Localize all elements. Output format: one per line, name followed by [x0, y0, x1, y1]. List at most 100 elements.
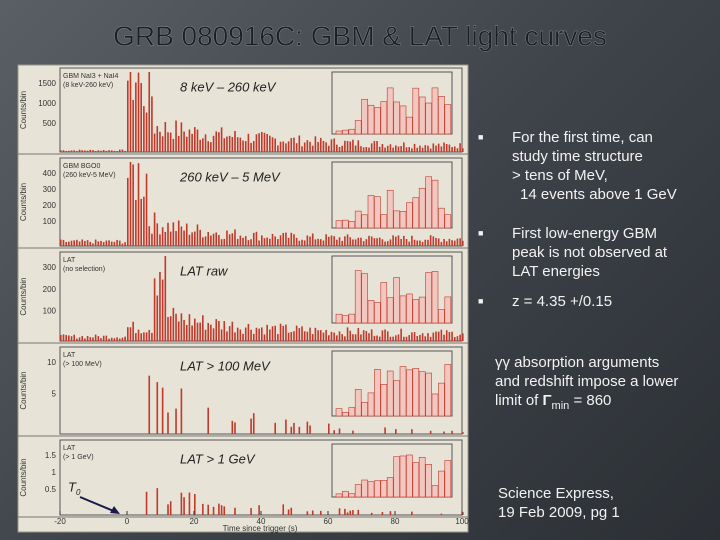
light-curve-bar — [384, 329, 386, 341]
light-curve-bar — [73, 240, 75, 246]
inset-bar — [348, 313, 356, 324]
light-curve-bar — [89, 337, 92, 341]
light-curve-bar — [429, 430, 432, 434]
light-curve-bar — [400, 146, 402, 152]
inset-bar — [386, 297, 394, 324]
light-curve-bar — [346, 512, 349, 515]
light-curve-bar — [322, 332, 325, 341]
light-curve-bar — [135, 82, 137, 152]
light-curve-bar — [202, 315, 204, 341]
y-tick-label: 0.5 — [45, 485, 57, 494]
limit-line: limit of Γmin = 860 — [495, 391, 678, 416]
light-curve-bar — [448, 331, 451, 341]
light-curve-bar — [218, 320, 220, 341]
light-curve-bar — [204, 329, 207, 341]
light-curve-bar — [285, 324, 287, 341]
inset-bar — [386, 189, 394, 229]
light-curve-bar — [108, 240, 110, 246]
inset-bar — [444, 296, 452, 324]
light-curve-bar — [65, 150, 67, 152]
light-curve-bar — [440, 329, 443, 341]
light-curve-bar — [167, 222, 169, 246]
light-curve-bar — [293, 234, 295, 246]
x-tick-label: 60 — [324, 517, 333, 526]
inset-bar — [412, 368, 420, 417]
light-curve-bar — [167, 317, 169, 341]
bullet-text: peak is not observed at — [512, 244, 668, 261]
light-curve-bar — [400, 238, 402, 246]
light-curve-bar — [252, 333, 255, 341]
light-curve-bar — [121, 243, 124, 246]
inset-bar — [438, 207, 445, 229]
light-curve-bar — [218, 132, 220, 152]
light-curve-bar — [453, 337, 456, 341]
light-curve-bar — [202, 237, 204, 246]
light-curve-bar — [389, 336, 392, 341]
light-curve-bar — [207, 141, 209, 152]
light-curve-bar — [175, 408, 177, 434]
light-curve-bar — [317, 238, 319, 246]
light-curve-bar — [148, 72, 151, 152]
inset-bar — [354, 270, 362, 324]
light-curve-bar — [78, 241, 81, 246]
light-curve-bar — [295, 143, 298, 152]
inset-bar — [380, 480, 388, 498]
light-curve-bar — [349, 237, 352, 246]
light-curve-bar — [306, 235, 309, 246]
light-curve-bar — [252, 413, 255, 434]
light-curve-bar — [319, 239, 322, 246]
light-curve-bar — [191, 325, 193, 341]
inset-bar — [418, 96, 426, 135]
light-curve-bar — [92, 337, 94, 341]
light-curve-bar — [62, 239, 65, 246]
light-curve-bar — [443, 142, 445, 152]
light-curve-bar — [333, 430, 335, 434]
light-curve-bar — [354, 239, 357, 246]
inset-bar — [399, 295, 407, 324]
light-curve-bar — [97, 150, 100, 152]
light-curve-bar — [435, 237, 437, 246]
light-curve-bar — [234, 422, 236, 434]
light-curve-bar — [129, 327, 132, 341]
light-curve-bar — [349, 510, 352, 515]
light-curve-bar — [378, 146, 381, 152]
light-curve-bar — [68, 241, 70, 246]
inset-bar — [393, 277, 400, 324]
light-curve-bar — [215, 319, 218, 341]
inset-bar — [380, 101, 388, 135]
light-curve-bar — [116, 151, 118, 152]
light-curve-bar — [376, 335, 378, 341]
light-curve-bar — [419, 145, 421, 152]
light-curve-bar — [204, 236, 207, 246]
inset-bar — [431, 485, 439, 498]
light-curve-bar — [432, 236, 435, 246]
light-curve-bar — [381, 144, 384, 152]
inset-bar — [348, 221, 356, 229]
light-curve-bar — [333, 138, 335, 152]
light-curve-bar — [274, 422, 276, 434]
light-curve-bar — [236, 238, 239, 246]
light-curve-bar — [421, 147, 424, 152]
panel-legend: (> 1 GeV) — [63, 454, 94, 461]
inset-bar — [425, 272, 432, 324]
light-curve-bar — [328, 423, 330, 434]
light-curve-bar — [196, 224, 199, 246]
light-curve-bar — [110, 241, 113, 246]
inset-bar — [438, 382, 445, 417]
light-curve-bar — [311, 145, 314, 152]
light-curve-bar — [220, 505, 223, 515]
inset-bar — [412, 299, 420, 324]
light-curve-bar — [255, 134, 258, 152]
light-curve-bar — [73, 334, 75, 341]
light-curve-bar — [290, 332, 293, 341]
light-curve-bar — [306, 421, 309, 434]
citation-line: Science Express, — [498, 485, 614, 502]
light-curve-bar — [228, 326, 231, 341]
inset-bar — [393, 456, 400, 498]
light-curve-bar — [185, 223, 188, 246]
inset-bar — [399, 366, 407, 417]
light-curve-bar — [188, 234, 191, 246]
light-curve-bar — [389, 144, 392, 152]
light-curve-bar — [338, 428, 341, 434]
y-axis-label: Counts/bin — [19, 183, 28, 221]
